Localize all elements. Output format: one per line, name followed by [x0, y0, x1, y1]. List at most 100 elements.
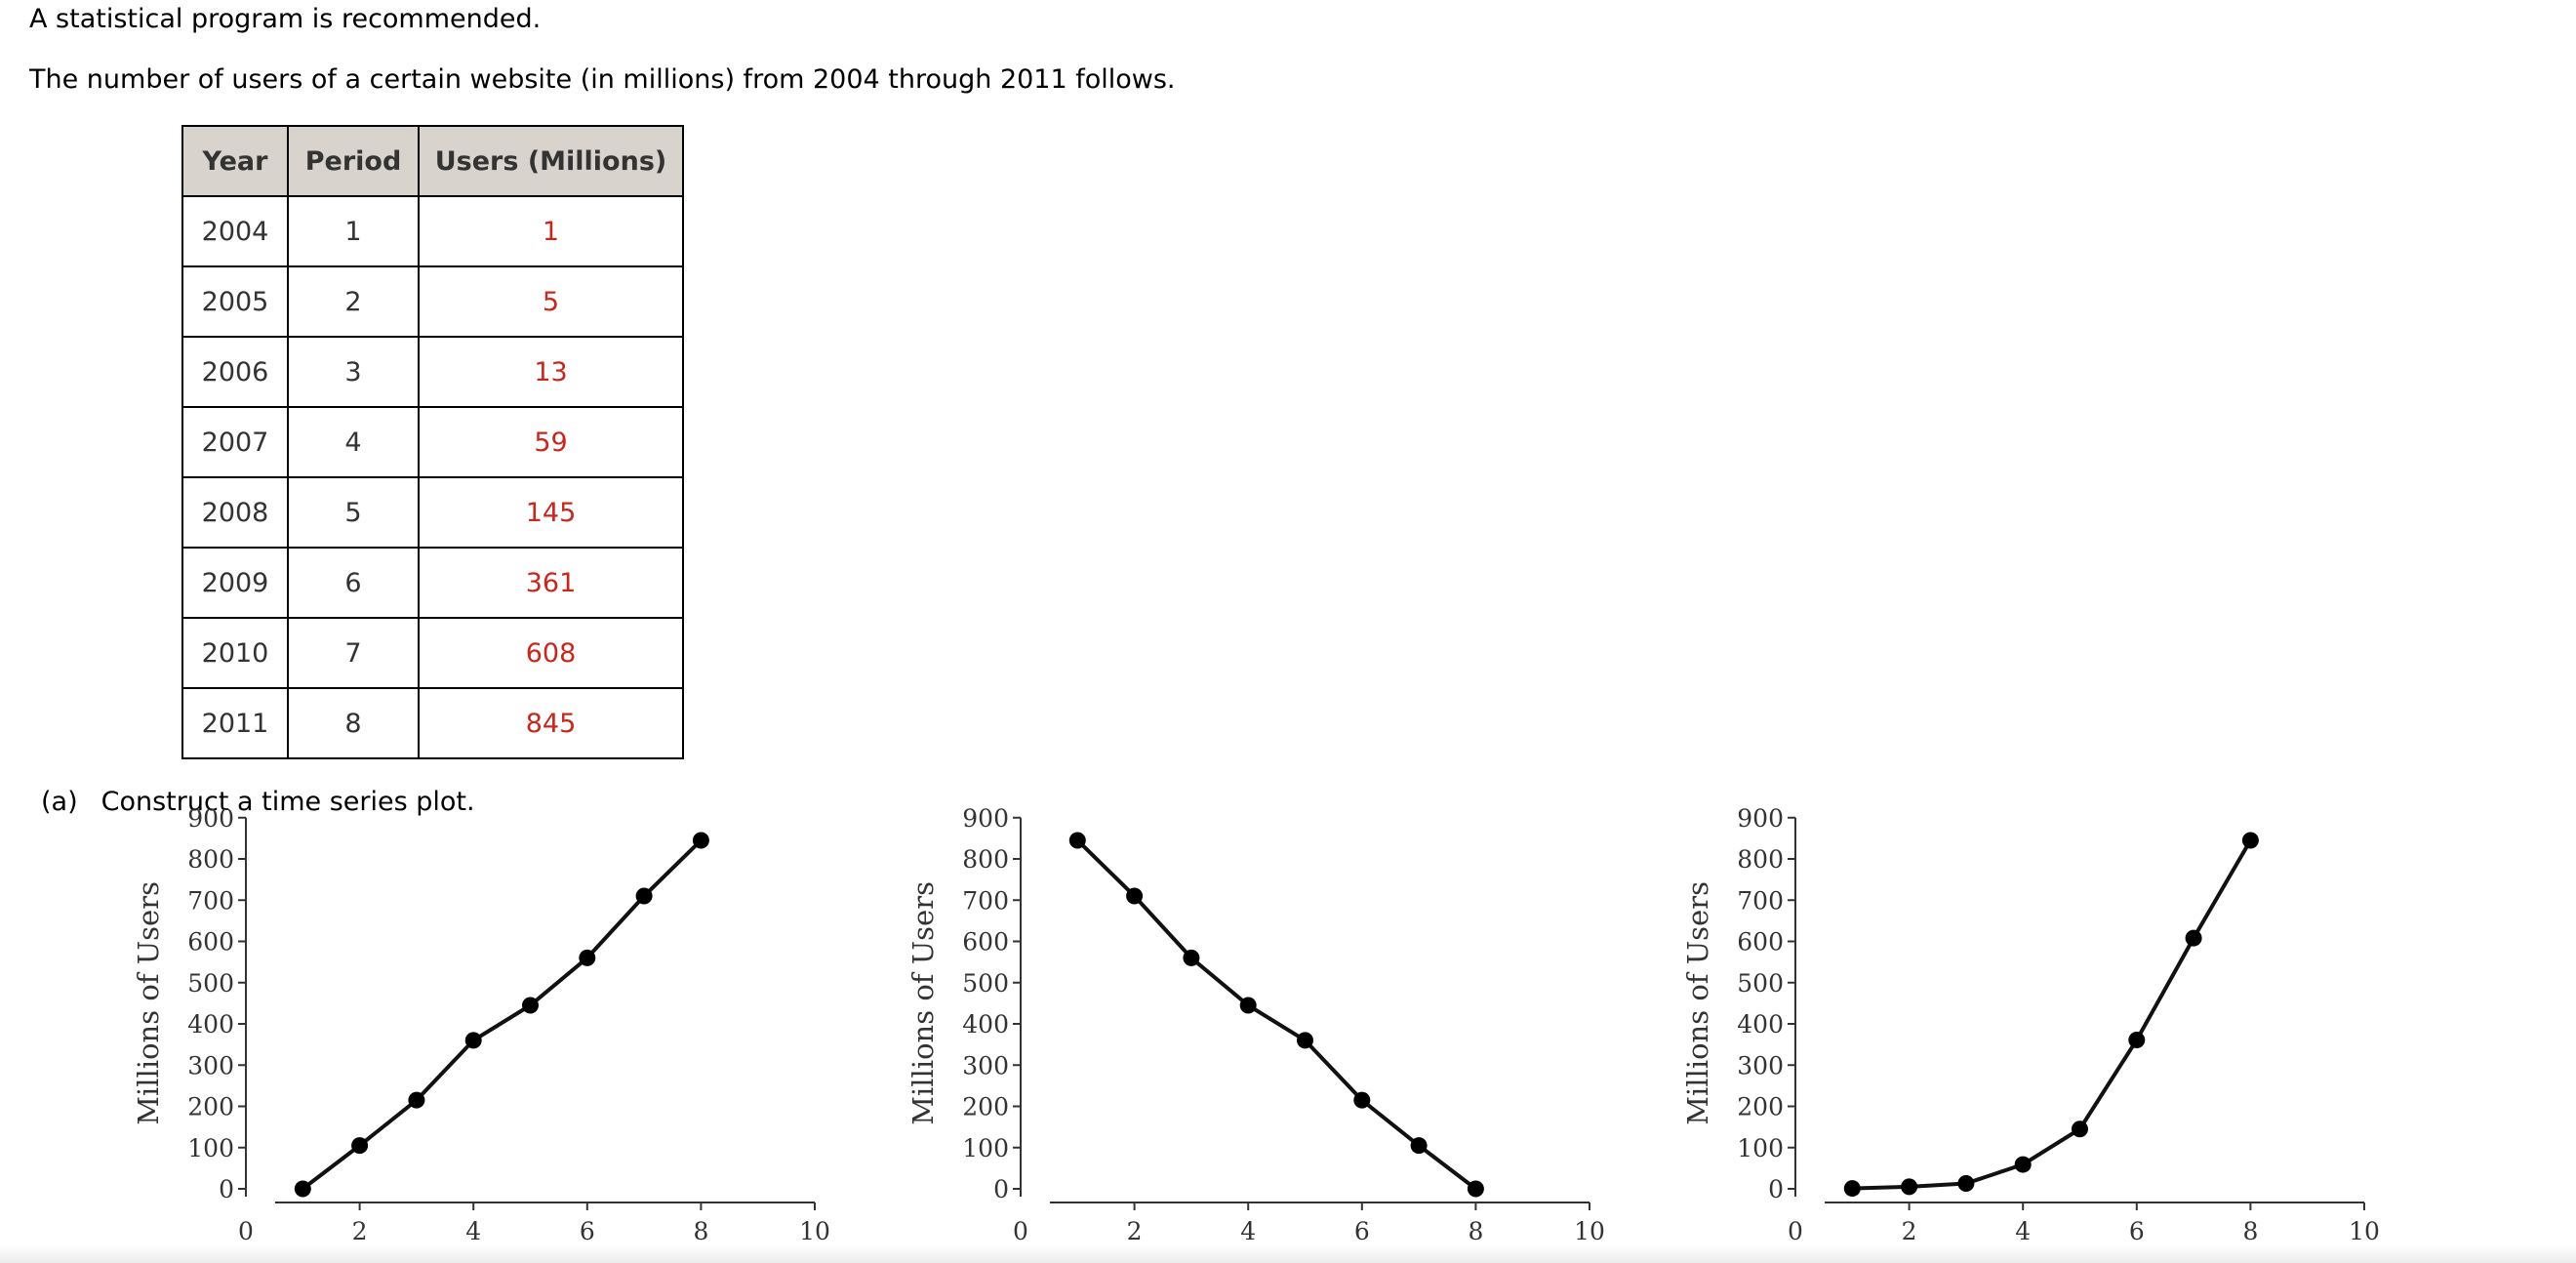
y-tick-label: 700 — [1737, 886, 1784, 915]
data-point — [635, 887, 653, 905]
cell-users: 13 — [418, 336, 684, 408]
data-point — [1239, 997, 1257, 1014]
y-tick-label: 500 — [1737, 969, 1784, 998]
x-tick-label: 8 — [1468, 1217, 1483, 1245]
header-period: Period — [287, 125, 420, 197]
data-point — [294, 1180, 311, 1198]
y-tick-label: 900 — [962, 804, 1009, 833]
data-point — [1901, 1178, 1918, 1196]
y-tick-label: 0 — [1768, 1175, 1784, 1203]
y-tick-label: 400 — [962, 1010, 1009, 1039]
data-point — [2185, 929, 2202, 947]
table-row: 2008 5 145 — [181, 476, 684, 549]
table-row: 2005 2 5 — [181, 265, 684, 338]
data-point — [464, 1032, 482, 1049]
y-tick-label: 900 — [187, 804, 234, 833]
y-tick-label: 0 — [993, 1175, 1009, 1203]
data-point — [1068, 832, 1086, 849]
cell-year: 2011 — [181, 687, 289, 759]
x-tick-label: 4 — [465, 1217, 481, 1245]
data-point — [1410, 1137, 1428, 1155]
y-tick-label: 200 — [962, 1093, 1009, 1121]
cell-users: 845 — [418, 687, 684, 759]
cell-period: 1 — [287, 195, 420, 267]
cell-period: 2 — [287, 265, 420, 338]
data-point — [522, 997, 539, 1014]
y-tick-label: 300 — [1737, 1051, 1784, 1080]
problem-description: The number of users of a certain website… — [29, 64, 1176, 95]
table-row: 2009 6 361 — [181, 547, 684, 619]
series-line — [1075, 838, 1477, 1191]
cell-period: 6 — [287, 547, 420, 619]
data-point — [1126, 887, 1144, 905]
x-tick-label: 10 — [1574, 1217, 1605, 1245]
table-row: 2011 8 845 — [181, 687, 684, 759]
data-point — [2014, 1156, 2032, 1173]
x-tick-label: 6 — [580, 1217, 595, 1245]
x-tick-label: 6 — [2129, 1217, 2145, 1245]
x-tick-label: 4 — [2015, 1217, 2031, 1245]
cell-year: 2010 — [181, 617, 289, 689]
y-tick-label: 600 — [1737, 928, 1784, 957]
y-tick-label: 400 — [187, 1010, 234, 1039]
table-row: 2010 7 608 — [181, 617, 684, 689]
y-tick-label: 100 — [1737, 1134, 1784, 1162]
y-axis-label: Millions of Users — [1681, 881, 1714, 1125]
y-tick-label: 800 — [962, 845, 1009, 874]
y-tick-label: 500 — [962, 969, 1009, 998]
cell-period: 8 — [287, 687, 420, 759]
cell-users: 145 — [418, 476, 684, 549]
y-tick-label: 700 — [187, 886, 234, 915]
recommendation-note: A statistical program is recommended. — [29, 4, 542, 34]
x-tick-label: 8 — [2242, 1217, 2258, 1245]
y-axis-label: Millions of Users — [132, 881, 165, 1125]
table-row: 2007 4 59 — [181, 406, 684, 478]
y-tick-label: 600 — [187, 928, 234, 957]
time-series-option-2[interactable]: 0 100 200 300 400 500 600 700 800 900 0 2 4 6 8 10 Milli… — [902, 804, 1624, 1263]
cell-users: 59 — [418, 406, 684, 478]
data-point — [1183, 949, 1200, 966]
data-point — [1353, 1091, 1371, 1109]
cell-year: 2004 — [181, 195, 289, 267]
header-year: Year — [181, 125, 289, 197]
x-tick-label: 0 — [1013, 1217, 1028, 1245]
y-tick-label: 300 — [187, 1051, 234, 1080]
data-point — [1297, 1032, 1313, 1049]
y-tick-label: 400 — [1737, 1010, 1784, 1039]
time-series-option-1[interactable]: 0 100 200 300 400 500 600 700 800 900 0 2 4 6 8 10 Milli… — [127, 804, 849, 1263]
cell-year: 2006 — [181, 336, 289, 408]
cell-users: 361 — [418, 547, 684, 619]
cell-users: 1 — [418, 195, 684, 267]
data-point — [408, 1091, 425, 1109]
data-point — [1843, 1180, 1861, 1198]
y-tick-label: 600 — [962, 928, 1009, 957]
part-a-label: (a) — [41, 787, 78, 817]
cell-period: 3 — [287, 336, 420, 408]
cell-users: 5 — [418, 265, 684, 338]
time-series-option-3[interactable]: 0 100 200 300 400 500 600 700 800 900 0 2 4 6 8 10 Milli… — [1676, 804, 2398, 1263]
header-users: Users (Millions) — [418, 125, 684, 197]
y-tick-label: 100 — [187, 1134, 234, 1162]
y-axis-label: Millions of Users — [906, 881, 940, 1125]
y-tick-label: 800 — [187, 845, 234, 874]
y-tick-label: 200 — [187, 1093, 234, 1121]
y-tick-label: 300 — [962, 1051, 1009, 1080]
data-point — [351, 1137, 369, 1155]
x-tick-label: 8 — [693, 1217, 708, 1245]
part-a-text: Construct a time series plot. — [101, 787, 475, 817]
y-tick-label: 800 — [1737, 845, 1784, 874]
cell-period: 4 — [287, 406, 420, 478]
table-header-row: Year Period Users (Millions) — [181, 125, 684, 197]
data-point — [579, 949, 596, 966]
x-tick-label: 4 — [1240, 1217, 1256, 1245]
cell-year: 2008 — [181, 476, 289, 549]
x-tick-label: 10 — [2349, 1217, 2380, 1245]
y-tick-label: 200 — [1737, 1093, 1784, 1121]
data-point — [692, 832, 709, 849]
cell-year: 2005 — [181, 265, 289, 338]
users-table: Year Period Users (Millions) 2004 1 1 20… — [181, 125, 684, 759]
series-line — [1852, 838, 2253, 1191]
cell-year: 2009 — [181, 547, 289, 619]
data-point — [2241, 832, 2259, 849]
y-tick-label: 500 — [187, 969, 234, 998]
